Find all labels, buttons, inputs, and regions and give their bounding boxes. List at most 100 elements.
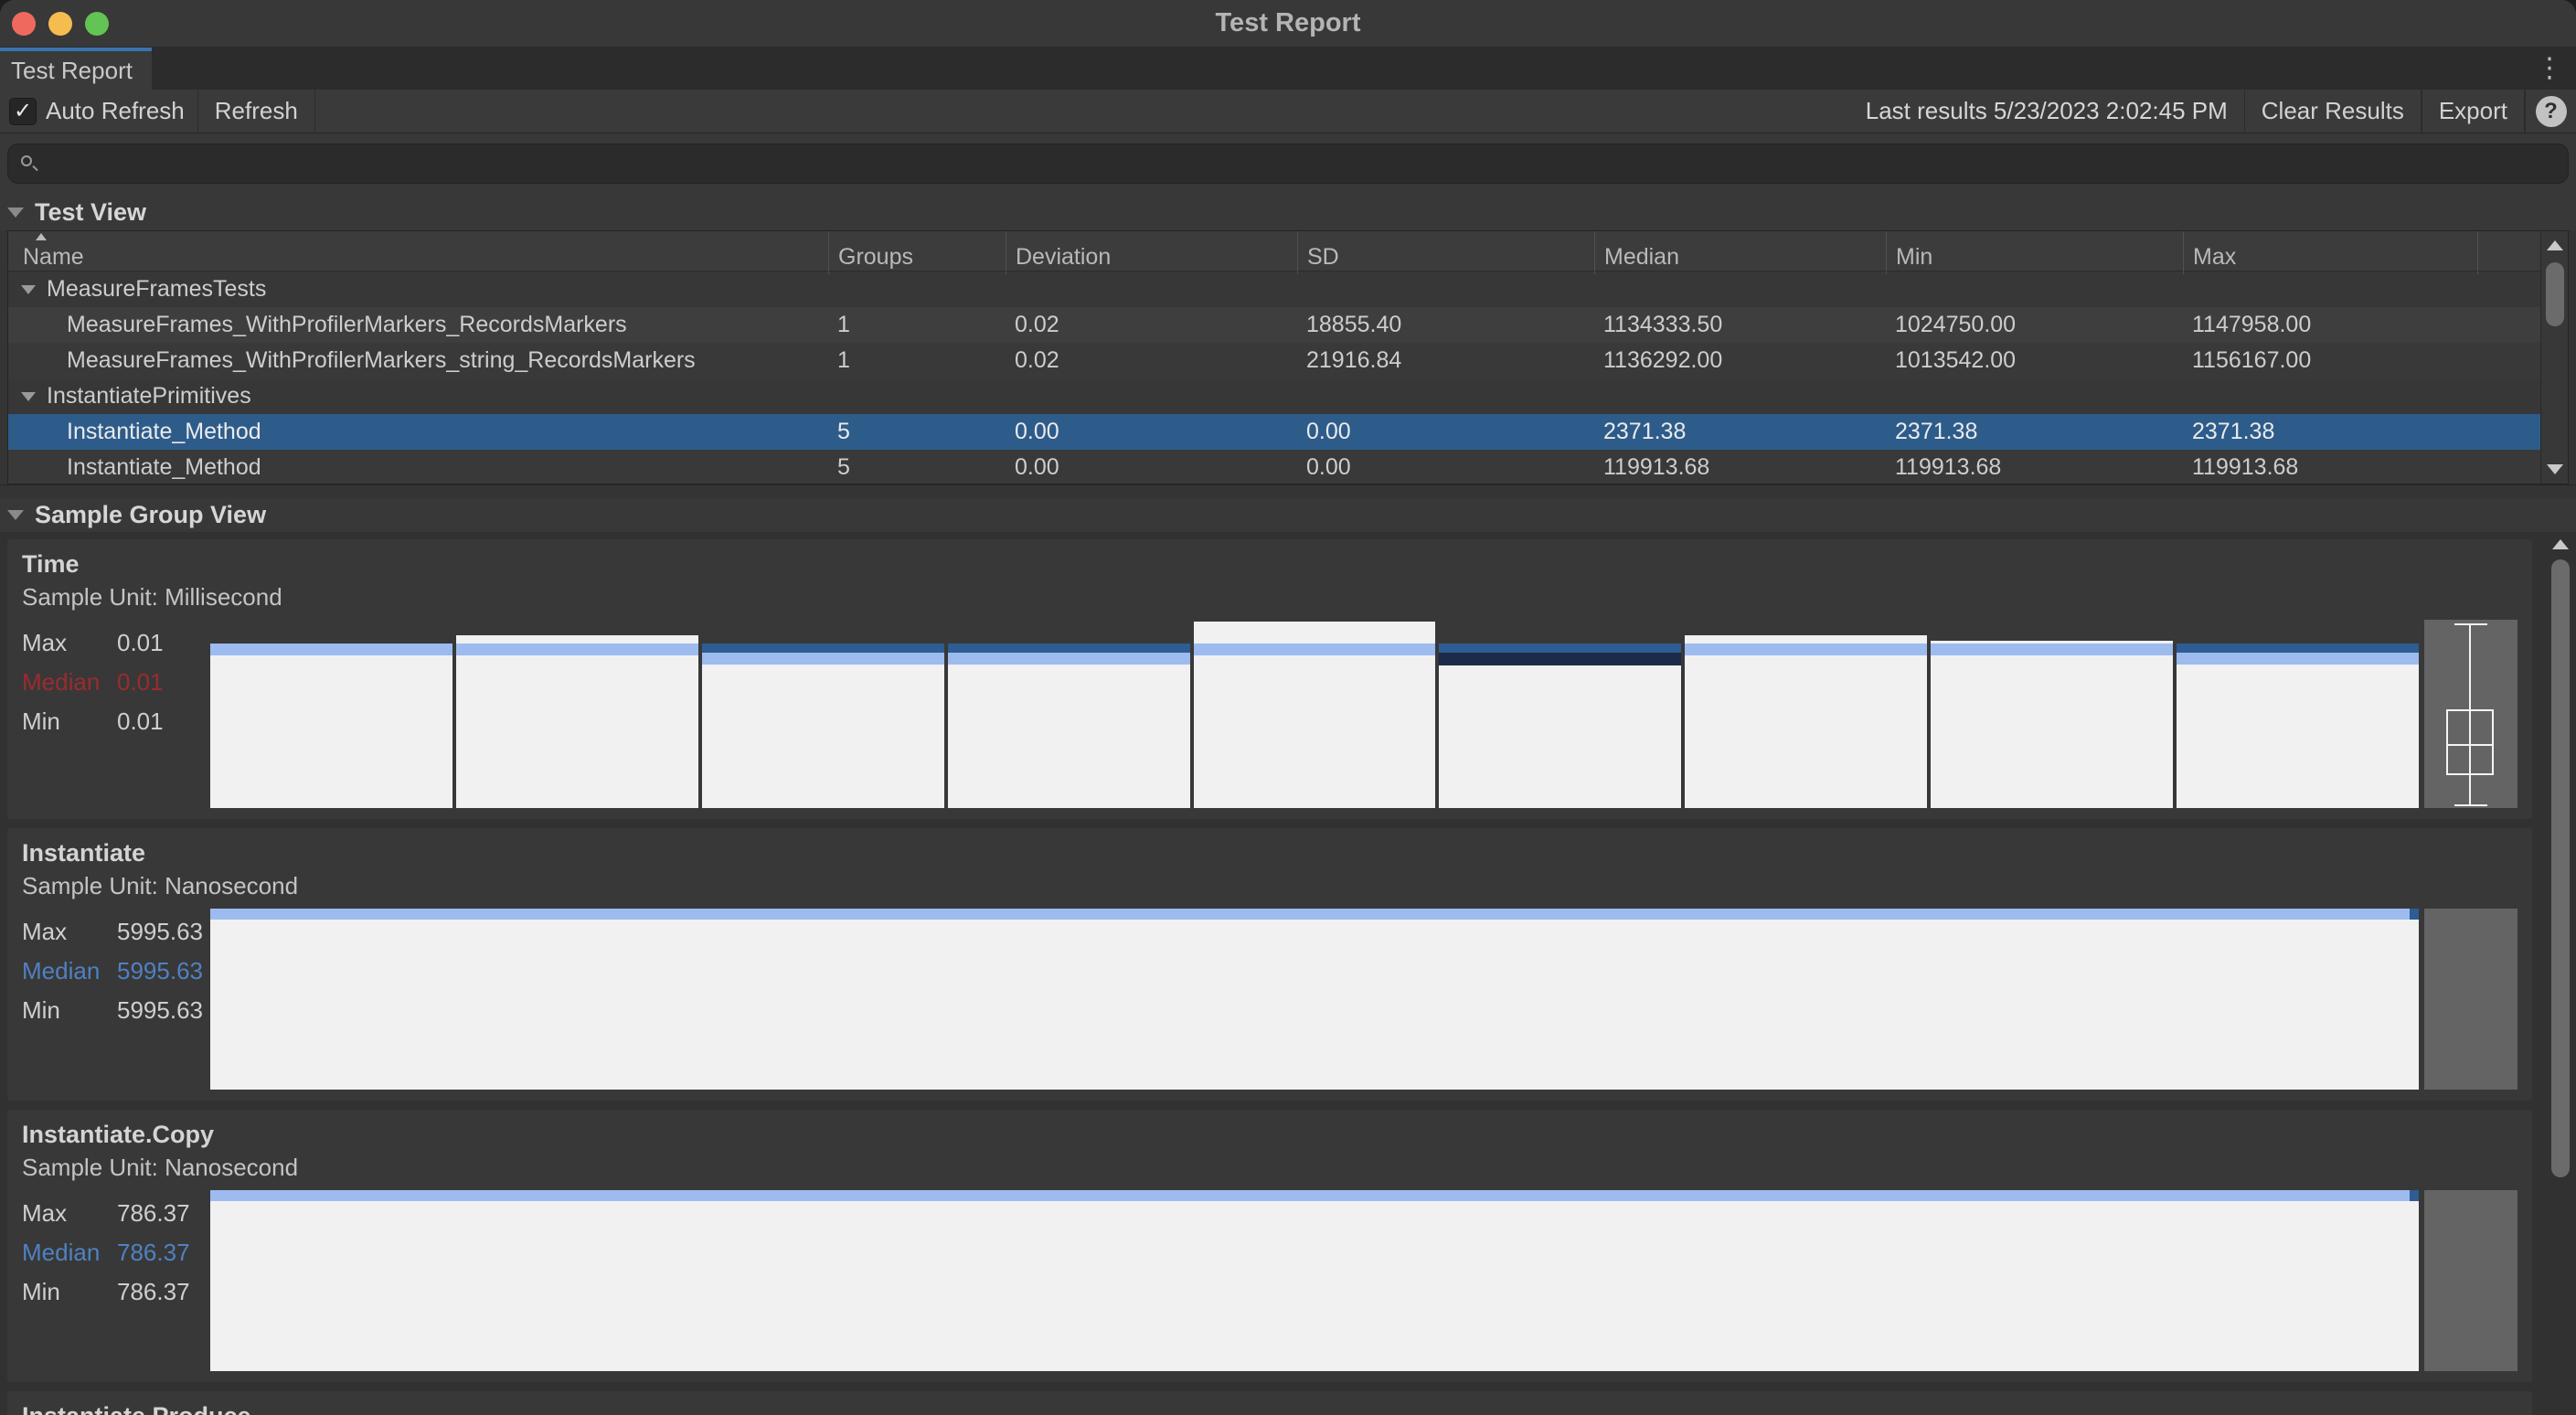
stat-value: 5995.63 xyxy=(117,918,203,945)
cell-max: 119913.68 xyxy=(2192,454,2299,480)
column-header-max[interactable]: Max xyxy=(2183,231,2477,274)
table-row[interactable]: MeasureFrames_WithProfilerMarkers_Record… xyxy=(8,307,2540,343)
cell-groups: 5 xyxy=(837,454,850,480)
table-vertical-scrollbar[interactable] xyxy=(2540,231,2568,484)
refresh-label: Refresh xyxy=(214,97,298,124)
sample-stats: Max 5995.63 Median 5995.63 Min 5995.63 xyxy=(22,909,210,1090)
test-name: MeasureFrames_WithProfilerMarkers_string… xyxy=(67,347,696,373)
sample-group-panel: Instantiate Sample Unit: Nanosecond Max 599… xyxy=(7,828,2532,1101)
stat-value: 5995.63 xyxy=(117,957,203,984)
clear-results-label: Clear Results xyxy=(2261,97,2404,124)
sample-group-title: Time xyxy=(22,550,80,578)
help-icon[interactable]: ? xyxy=(2535,95,2567,127)
sample-group-panel: Instantiate.Copy Sample Unit: Nanosecond M… xyxy=(7,1110,2532,1382)
sample-bar xyxy=(210,1190,2419,1371)
sample-bar xyxy=(1439,644,1682,808)
table-header-row: Name Groups Deviation SD Median Min Max xyxy=(8,231,2540,274)
test-name: Instantiate_Method xyxy=(67,454,261,480)
sample-scrollbar-thumb[interactable] xyxy=(2551,559,2570,1177)
stat-label: Median xyxy=(22,668,101,696)
column-header-filler xyxy=(2477,231,2540,274)
sample-bar xyxy=(455,635,698,808)
cell-median: 119913.68 xyxy=(1603,454,1710,480)
stat-value: 786.37 xyxy=(117,1278,190,1305)
cell-deviation: 0.00 xyxy=(1015,419,1059,444)
stat-min: Min 786.37 xyxy=(22,1272,210,1312)
toolbar: ✓ Auto Refresh Refresh Last results 5/23… xyxy=(0,90,2576,133)
divider-strip xyxy=(0,484,2576,498)
column-header-name[interactable]: Name xyxy=(8,231,828,274)
sample-bar xyxy=(1685,635,1928,808)
stat-max: Max 0.01 xyxy=(22,623,210,663)
test-name: Instantiate_Method xyxy=(67,419,261,444)
column-header-label: Median xyxy=(1604,244,1679,270)
sample-group-title: Instantiate xyxy=(22,839,146,867)
sort-ascending-icon[interactable] xyxy=(36,233,47,240)
test-view-header[interactable]: Test View xyxy=(0,194,2576,230)
boxplot-box xyxy=(2446,708,2494,775)
maximize-window-icon[interactable] xyxy=(85,11,109,36)
table-row[interactable]: Instantiate_Method 5 0.00 0.00 119913.68 1199… xyxy=(8,450,2540,484)
column-header-groups[interactable]: Groups xyxy=(828,231,1006,274)
table-group-row[interactable]: MeasureFramesTests xyxy=(8,271,2540,307)
sample-group-area: Time Sample Unit: Millisecond Max 0.01 Media… xyxy=(0,532,2576,1415)
search-input[interactable] xyxy=(47,149,2568,178)
cell-max: 1156167.00 xyxy=(2192,347,2312,373)
stat-label: Min xyxy=(22,1278,60,1305)
sample-bar xyxy=(701,644,944,808)
sample-group-title: Instantiate.Produce xyxy=(22,1400,2517,1415)
sample-unit-label: Sample Unit: Nanosecond xyxy=(22,872,299,899)
scroll-up-icon[interactable] xyxy=(2552,539,2569,549)
sample-unit-label: Sample Unit: Millisecond xyxy=(22,583,282,611)
table-scrollbar-thumb[interactable] xyxy=(2545,262,2564,326)
auto-refresh-toggle[interactable]: ✓ Auto Refresh xyxy=(0,90,197,133)
sample-group-title: Instantiate.Copy xyxy=(22,1121,215,1148)
sample-group-panel: Time Sample Unit: Millisecond Max 0.01 Media… xyxy=(7,539,2532,819)
sample-unit-label: Sample Unit: Nanosecond xyxy=(22,1154,299,1181)
foldout-triangle-icon[interactable] xyxy=(21,284,36,294)
search-field[interactable] xyxy=(7,144,2569,184)
toolbar-spacer xyxy=(315,90,1849,133)
column-header-deviation[interactable]: Deviation xyxy=(1006,231,1297,274)
column-header-sd[interactable]: SD xyxy=(1297,231,1594,274)
table-row[interactable]: MeasureFrames_WithProfilerMarkers_string… xyxy=(8,343,2540,378)
help-button[interactable]: ? xyxy=(2525,90,2576,133)
scroll-up-icon[interactable] xyxy=(2546,240,2563,250)
auto-refresh-label: Auto Refresh xyxy=(46,97,185,124)
minimize-window-icon[interactable] xyxy=(48,11,72,36)
cell-median: 2371.38 xyxy=(1603,419,1687,444)
scroll-down-icon[interactable] xyxy=(2546,464,2563,474)
cell-deviation: 0.00 xyxy=(1015,454,1059,480)
stat-median: Median 5995.63 xyxy=(22,952,210,991)
stat-value: 786.37 xyxy=(117,1239,190,1266)
foldout-triangle-icon[interactable] xyxy=(21,391,36,401)
test-view-table: Name Groups Deviation SD Median Min Max Measur… xyxy=(7,230,2569,484)
window-title: Test Report xyxy=(1215,8,1361,37)
stat-label: Median xyxy=(22,1239,101,1266)
refresh-button[interactable]: Refresh xyxy=(197,90,315,133)
test-view-title: Test View xyxy=(35,197,147,226)
clear-results-button[interactable]: Clear Results xyxy=(2243,90,2422,133)
sample-area-scrollbar[interactable] xyxy=(2547,532,2574,1415)
stat-median: Median 0.01 xyxy=(22,663,210,702)
sample-group-panel: Instantiate.ProduceSample Unit: Nanoseco… xyxy=(7,1391,2532,1415)
cell-max: 2371.38 xyxy=(2192,419,2275,444)
table-row[interactable]: Instantiate_Method 5 0.00 0.00 2371.38 2371.3… xyxy=(8,414,2540,450)
search-row xyxy=(0,133,2576,194)
stat-value: 0.01 xyxy=(117,708,164,735)
foldout-triangle-icon[interactable] xyxy=(7,510,24,520)
close-window-icon[interactable] xyxy=(12,11,36,36)
cell-min: 1024750.00 xyxy=(1895,312,2017,337)
cell-min: 119913.68 xyxy=(1895,454,2002,480)
tab-test-report[interactable]: Test Report xyxy=(0,48,152,90)
export-button[interactable]: Export xyxy=(2421,90,2525,133)
auto-refresh-checkbox[interactable]: ✓ xyxy=(9,97,37,125)
table-group-row[interactable]: InstantiatePrimitives xyxy=(8,378,2540,414)
foldout-triangle-icon[interactable] xyxy=(7,207,24,218)
sample-group-view-header[interactable]: Sample Group View xyxy=(0,498,2576,532)
boxplot-whisker-cap xyxy=(2454,623,2487,626)
kebab-menu-icon[interactable]: ⋮ xyxy=(2536,53,2563,83)
column-header-min[interactable]: Min xyxy=(1886,231,2183,274)
sample-group-panels: Time Sample Unit: Millisecond Max 0.01 Media… xyxy=(7,539,2576,1415)
column-header-median[interactable]: Median xyxy=(1594,231,1886,274)
